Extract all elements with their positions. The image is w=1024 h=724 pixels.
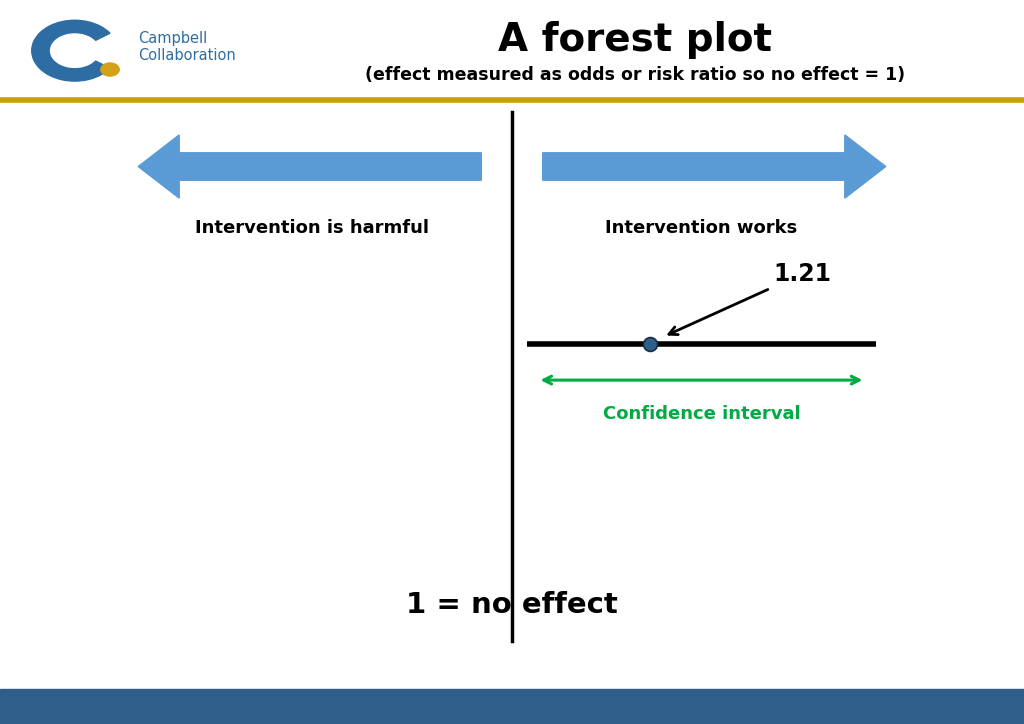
Wedge shape bbox=[32, 20, 110, 81]
Text: (effect measured as odds or risk ratio so no effect = 1): (effect measured as odds or risk ratio s… bbox=[365, 67, 905, 84]
Text: Confidence interval: Confidence interval bbox=[603, 405, 800, 423]
Text: Intervention works: Intervention works bbox=[605, 219, 798, 237]
Circle shape bbox=[100, 63, 119, 76]
Text: Intervention is harmful: Intervention is harmful bbox=[196, 219, 429, 237]
FancyArrow shape bbox=[138, 135, 481, 198]
Bar bbox=[0, 689, 1024, 724]
Text: Campbell: Campbell bbox=[138, 31, 208, 46]
Text: A forest plot: A forest plot bbox=[498, 21, 772, 59]
FancyArrow shape bbox=[543, 135, 886, 198]
Text: Collaboration: Collaboration bbox=[138, 49, 236, 63]
Text: 1 = no effect: 1 = no effect bbox=[407, 591, 617, 618]
Text: 1.21: 1.21 bbox=[669, 262, 831, 334]
